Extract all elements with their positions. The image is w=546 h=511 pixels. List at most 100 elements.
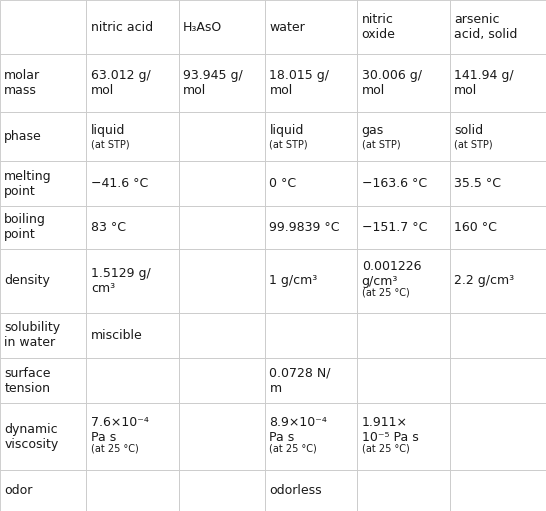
Bar bbox=[86, 205, 179, 249]
Bar bbox=[358, 112, 450, 161]
Bar bbox=[0, 358, 86, 403]
Text: 8.9×10⁻⁴
Pa s: 8.9×10⁻⁴ Pa s bbox=[270, 416, 328, 444]
Text: 2.2 g/cm³: 2.2 g/cm³ bbox=[454, 274, 514, 287]
Text: 1.911×
10⁻⁵ Pa s: 1.911× 10⁻⁵ Pa s bbox=[362, 416, 418, 444]
Bar bbox=[86, 55, 179, 112]
Bar bbox=[86, 0, 179, 55]
Text: 63.012 g/
mol: 63.012 g/ mol bbox=[91, 69, 151, 97]
Bar bbox=[0, 249, 86, 313]
Bar bbox=[0, 403, 86, 470]
Text: 160 °C: 160 °C bbox=[454, 221, 497, 234]
Text: liquid: liquid bbox=[91, 124, 125, 136]
Bar bbox=[179, 55, 265, 112]
Bar bbox=[450, 249, 546, 313]
Bar bbox=[450, 403, 546, 470]
Bar bbox=[358, 403, 450, 470]
Text: dynamic
viscosity: dynamic viscosity bbox=[4, 423, 58, 451]
Text: H₃AsO: H₃AsO bbox=[183, 21, 222, 34]
Bar bbox=[86, 112, 179, 161]
Text: odor: odor bbox=[4, 484, 33, 497]
Bar bbox=[265, 112, 358, 161]
Bar bbox=[358, 470, 450, 511]
Bar bbox=[179, 205, 265, 249]
Text: miscible: miscible bbox=[91, 329, 143, 342]
Text: boiling
point: boiling point bbox=[4, 214, 46, 241]
Bar bbox=[0, 0, 86, 55]
Bar bbox=[265, 55, 358, 112]
Bar bbox=[86, 313, 179, 358]
Bar bbox=[450, 313, 546, 358]
Bar bbox=[358, 313, 450, 358]
Text: density: density bbox=[4, 274, 50, 287]
Text: 0.0728 N/
m: 0.0728 N/ m bbox=[270, 367, 331, 394]
Bar bbox=[86, 161, 179, 205]
Text: 141.94 g/
mol: 141.94 g/ mol bbox=[454, 69, 514, 97]
Bar bbox=[358, 205, 450, 249]
Bar bbox=[358, 358, 450, 403]
Text: solid: solid bbox=[454, 124, 483, 136]
Bar bbox=[86, 403, 179, 470]
Bar bbox=[265, 249, 358, 313]
Text: 93.945 g/
mol: 93.945 g/ mol bbox=[183, 69, 243, 97]
Bar bbox=[450, 55, 546, 112]
Bar bbox=[450, 0, 546, 55]
Text: 1.5129 g/
cm³: 1.5129 g/ cm³ bbox=[91, 267, 151, 295]
Text: gas: gas bbox=[362, 124, 384, 136]
Bar bbox=[0, 161, 86, 205]
Text: solubility
in water: solubility in water bbox=[4, 321, 61, 350]
Bar bbox=[265, 0, 358, 55]
Bar bbox=[179, 112, 265, 161]
Bar bbox=[450, 470, 546, 511]
Text: −41.6 °C: −41.6 °C bbox=[91, 177, 148, 190]
Text: 30.006 g/
mol: 30.006 g/ mol bbox=[362, 69, 422, 97]
Bar bbox=[179, 161, 265, 205]
Text: 35.5 °C: 35.5 °C bbox=[454, 177, 501, 190]
Text: odorless: odorless bbox=[270, 484, 322, 497]
Bar bbox=[358, 249, 450, 313]
Text: 18.015 g/
mol: 18.015 g/ mol bbox=[270, 69, 329, 97]
Bar bbox=[265, 358, 358, 403]
Bar bbox=[86, 470, 179, 511]
Bar bbox=[0, 313, 86, 358]
Text: phase: phase bbox=[4, 130, 42, 143]
Text: 99.9839 °C: 99.9839 °C bbox=[270, 221, 340, 234]
Bar bbox=[358, 0, 450, 55]
Text: nitric acid: nitric acid bbox=[91, 21, 153, 34]
Text: (at 25 °C): (at 25 °C) bbox=[362, 288, 410, 298]
Bar bbox=[0, 112, 86, 161]
Text: molar
mass: molar mass bbox=[4, 69, 40, 97]
Text: 0 °C: 0 °C bbox=[270, 177, 296, 190]
Bar bbox=[0, 205, 86, 249]
Bar bbox=[450, 161, 546, 205]
Bar bbox=[265, 470, 358, 511]
Bar bbox=[86, 249, 179, 313]
Bar bbox=[265, 205, 358, 249]
Bar bbox=[179, 313, 265, 358]
Bar bbox=[86, 358, 179, 403]
Text: −163.6 °C: −163.6 °C bbox=[362, 177, 427, 190]
Text: (at 25 °C): (at 25 °C) bbox=[270, 444, 317, 454]
Bar bbox=[265, 161, 358, 205]
Bar bbox=[450, 358, 546, 403]
Bar bbox=[0, 55, 86, 112]
Bar bbox=[265, 313, 358, 358]
Text: 83 °C: 83 °C bbox=[91, 221, 126, 234]
Text: (at 25 °C): (at 25 °C) bbox=[362, 444, 410, 454]
Bar bbox=[0, 470, 86, 511]
Bar bbox=[179, 470, 265, 511]
Text: 0.001226
g/cm³: 0.001226 g/cm³ bbox=[362, 260, 422, 288]
Text: liquid: liquid bbox=[270, 124, 304, 136]
Bar bbox=[358, 55, 450, 112]
Text: surface
tension: surface tension bbox=[4, 367, 51, 394]
Bar bbox=[179, 249, 265, 313]
Bar bbox=[265, 403, 358, 470]
Bar bbox=[358, 161, 450, 205]
Text: (at STP): (at STP) bbox=[362, 140, 400, 150]
Bar bbox=[179, 0, 265, 55]
Text: (at STP): (at STP) bbox=[91, 140, 129, 150]
Text: (at STP): (at STP) bbox=[454, 140, 492, 150]
Text: melting
point: melting point bbox=[4, 170, 52, 198]
Text: 1 g/cm³: 1 g/cm³ bbox=[270, 274, 318, 287]
Bar bbox=[179, 358, 265, 403]
Text: arsenic
acid, solid: arsenic acid, solid bbox=[454, 13, 518, 41]
